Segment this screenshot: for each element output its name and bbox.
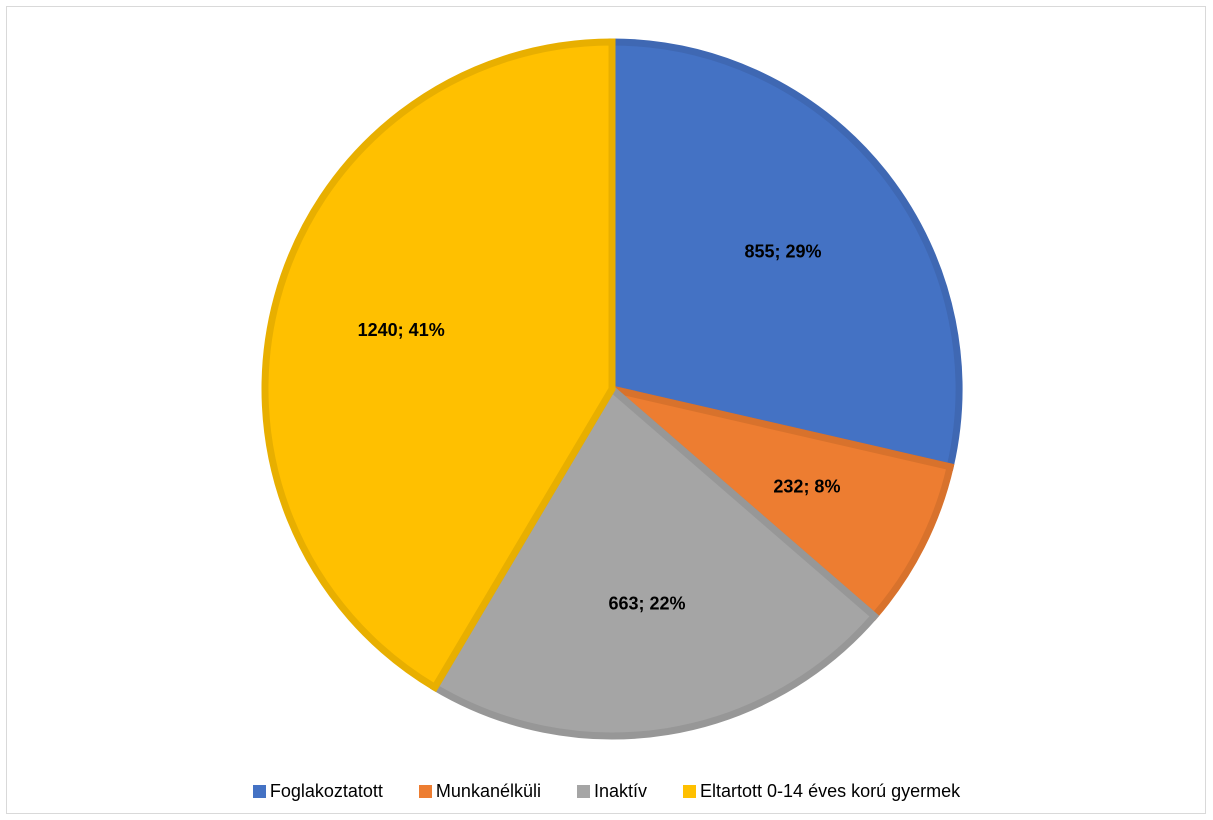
legend-item-eltartott-gyermek: Eltartott 0-14 éves korú gyermek [683, 781, 960, 802]
legend-item-inaktiv: Inaktív [576, 780, 648, 802]
legend-label-munkanelkuli: Munkanélküli [435, 780, 541, 801]
data-label-foglakoztatott: 855; 29% [744, 242, 821, 262]
legend-label-eltartott-gyermek: Eltartott 0-14 éves korú gyermek [700, 780, 961, 801]
pie-data-labels: 855; 29% 232; 8% 663; 22% 1240; 41% [358, 242, 841, 614]
legend-swatch-foglakoztatott [252, 784, 266, 798]
pie-slices [261, 38, 963, 740]
pie-slice-eltartott-gyermek [261, 38, 616, 693]
data-label-inaktiv: 663; 22% [608, 594, 685, 614]
data-label-munkanelkuli: 232; 8% [773, 477, 840, 497]
pie-slice-foglakoztatott [608, 38, 963, 471]
legend: Foglakoztatott Munkanélküli Inaktív Elta… [0, 778, 1213, 804]
pie-slice-munkanelkuli [609, 385, 955, 622]
legend-item-munkanelkuli: Munkanélküli [418, 780, 541, 802]
legend-label-foglakoztatott: Foglakoztatott [269, 780, 383, 801]
data-label-eltartott-gyermek: 1240; 41% [358, 320, 445, 340]
legend-swatch-inaktiv [576, 784, 590, 798]
legend-item-foglakoztatott: Foglakoztatott [252, 780, 383, 802]
legend-swatch-eltartott-gyermek [683, 784, 697, 798]
legend-label-inaktiv: Inaktív [593, 780, 648, 801]
pie-slice-inaktiv [430, 383, 880, 740]
legend-swatch-munkanelkuli [418, 784, 432, 798]
